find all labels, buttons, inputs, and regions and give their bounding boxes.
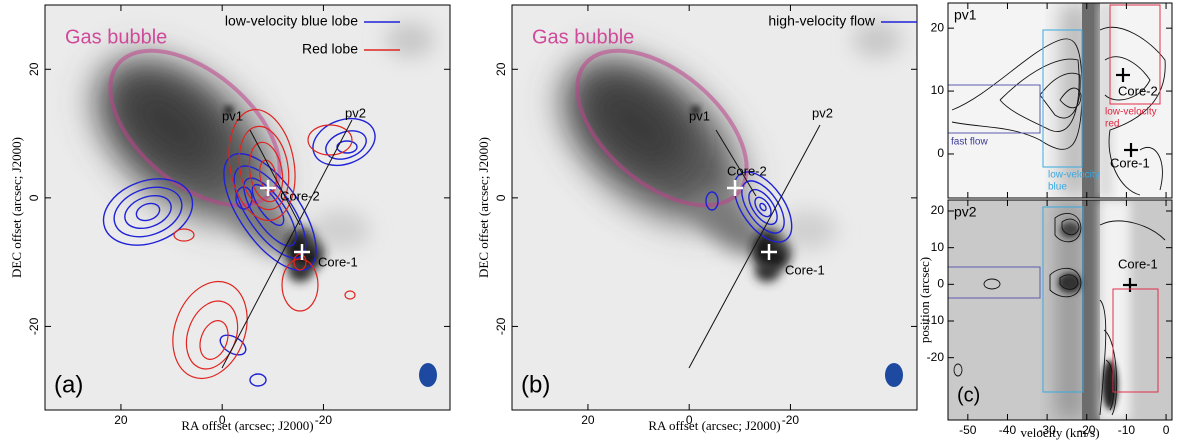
annotation: Core-2 xyxy=(1118,83,1158,98)
y-tick-label: 20 xyxy=(27,62,41,76)
annotation: Core-1 xyxy=(1110,155,1150,170)
y-tick-label: 20 xyxy=(931,203,945,217)
annotation: Gas bubble xyxy=(65,26,167,48)
x-tick-label: 0 xyxy=(219,413,226,427)
annotation: Core-1 xyxy=(1118,256,1158,271)
legend-label: Red lobe xyxy=(302,41,358,57)
panel-title: pv2 xyxy=(954,204,977,220)
x-tick-label: -40 xyxy=(999,423,1017,437)
pv2-image xyxy=(948,200,1172,420)
legend-label: low-velocity blue lobe xyxy=(225,13,358,29)
annotation: Core-2 xyxy=(280,188,320,203)
annotation: pv1 xyxy=(689,108,710,123)
x-tick-label: -20 xyxy=(782,413,800,427)
x-tick-label: -20 xyxy=(315,413,333,427)
y-tick-label: 0 xyxy=(494,194,508,201)
x-tick-label: -20 xyxy=(1078,423,1096,437)
y-tick-label: -20 xyxy=(494,317,508,335)
y-tick-label: 0 xyxy=(937,146,944,160)
annotation: fast flow xyxy=(951,137,988,148)
y-tick-label: 20 xyxy=(494,62,508,76)
x-tick-label: -50 xyxy=(959,423,977,437)
y-tick-label: 10 xyxy=(931,240,945,254)
y-tick-label: 0 xyxy=(937,277,944,291)
panel-title: pv1 xyxy=(954,7,977,23)
core-markers xyxy=(260,180,777,260)
annotation: low-velocity xyxy=(1105,107,1157,118)
sky-image xyxy=(512,5,917,410)
annotation: pv2 xyxy=(345,105,366,120)
x-axis-label: velocity (km/s) xyxy=(1020,425,1099,440)
annotation: Core-2 xyxy=(727,163,767,178)
panel-label: (c) xyxy=(957,384,980,406)
x-tick-label: -30 xyxy=(1038,423,1056,437)
y-axis-label: position (arcsec) xyxy=(917,257,932,343)
x-tick-label: 20 xyxy=(581,413,595,427)
y-tick-label: 0 xyxy=(27,194,41,201)
y-tick-label: 20 xyxy=(931,20,945,34)
y-tick-label: 10 xyxy=(931,83,945,97)
x-axis-label: RA offset (arcsec; J2000) xyxy=(181,418,313,433)
annotation: blue xyxy=(1048,182,1067,193)
annotation: Gas bubble xyxy=(532,26,634,48)
beam xyxy=(885,363,903,387)
y-tick-label: -20 xyxy=(27,317,41,335)
panel-label: (b) xyxy=(521,371,550,398)
plot-frame xyxy=(947,2,1173,199)
annotation: red xyxy=(1105,119,1119,130)
red-contours xyxy=(172,108,356,380)
annotation: low-velocity xyxy=(1048,170,1100,181)
plot-frame xyxy=(511,4,918,411)
beam xyxy=(419,363,437,387)
legend-label: high-velocity flow xyxy=(768,13,875,29)
y-axis-label: DEC offset (arcsec; J2000) xyxy=(9,137,24,278)
x-tick-label: 0 xyxy=(1163,423,1170,437)
x-tick-label: -10 xyxy=(1118,423,1136,437)
annotation: Core-1 xyxy=(318,254,358,269)
pv-cuts xyxy=(221,119,821,369)
x-tick-label: 20 xyxy=(114,413,128,427)
y-tick-label: -10 xyxy=(927,313,945,327)
annotation: pv2 xyxy=(812,105,833,120)
annotation: Core-1 xyxy=(785,262,825,277)
annotation: pv1 xyxy=(222,108,243,123)
plot-frame xyxy=(947,199,1173,421)
panel-label: (a) xyxy=(54,371,83,398)
y-axis-label: DEC offset (arcsec; J2000) xyxy=(476,137,491,278)
pv1-image xyxy=(948,3,1172,198)
x-tick-label: 0 xyxy=(686,413,693,427)
y-tick-label: -20 xyxy=(927,350,945,364)
x-axis-label: RA offset (arcsec; J2000) xyxy=(648,418,780,433)
plot-frame xyxy=(44,4,451,411)
